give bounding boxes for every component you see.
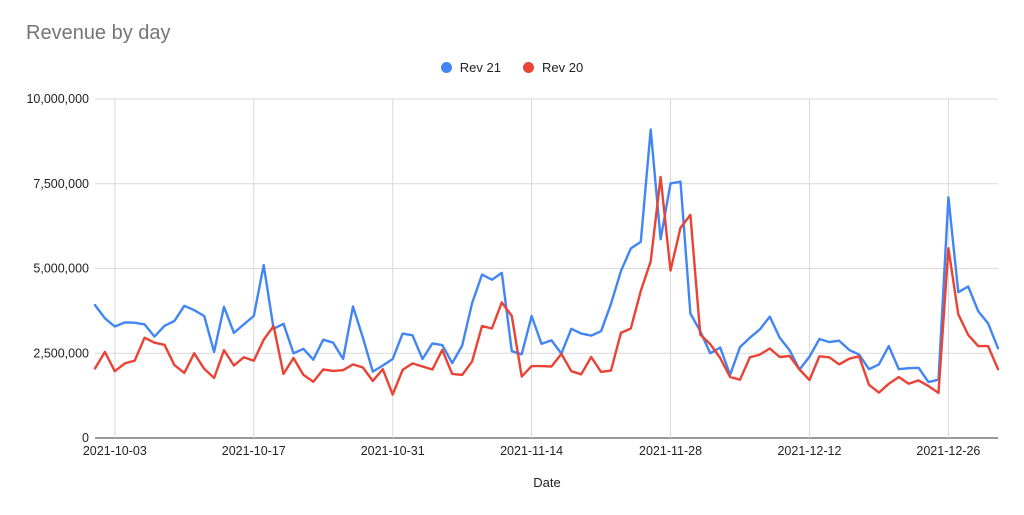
- series-line-rev-20: [93, 175, 1000, 396]
- legend-item-rev-20[interactable]: Rev 20: [523, 60, 583, 75]
- y-tick-label: 0: [82, 431, 89, 445]
- x-tick-label: 2021-10-17: [222, 444, 286, 458]
- legend-item-rev-21[interactable]: Rev 21: [440, 60, 501, 75]
- legend-swatch-rev-20: [523, 62, 534, 73]
- x-tick-label: 2021-10-03: [83, 444, 147, 458]
- x-axis-title: Date: [533, 475, 560, 490]
- legend-swatch-rev-21: [440, 62, 452, 73]
- x-axis-tick-labels: 2021-10-03 2021-10-17 2021-10-31 2021-11-14…: [83, 444, 981, 458]
- legend-label-rev-21: Rev 21: [459, 60, 501, 75]
- y-tick-label: 2,500,000: [33, 346, 89, 360]
- y-axis-tick-labels: 0 2,500,000 5,000,000 7,500,000 10,000,000: [26, 92, 89, 445]
- x-tick-label: 2021-12-12: [777, 444, 841, 458]
- horizontal-gridlines: [95, 98, 998, 439]
- x-tick-label: 2021-11-14: [500, 444, 563, 458]
- series-line-rev-21: [93, 128, 1000, 384]
- legend: Rev 21 Rev 20: [0, 60, 1024, 75]
- y-tick-label: 5,000,000: [33, 262, 89, 276]
- y-tick-label: 7,500,000: [33, 177, 89, 191]
- vertical-gridlines: [114, 99, 949, 438]
- x-tick-label: 2021-11-28: [639, 444, 702, 458]
- y-tick-label: 10,000,000: [26, 92, 89, 106]
- legend-label-rev-20: Rev 20: [542, 60, 584, 75]
- x-tick-label: 2021-12-26: [916, 444, 980, 458]
- x-tick-label: 2021-10-31: [361, 444, 425, 458]
- chart-title: Revenue by day: [26, 22, 171, 44]
- series-lines: [93, 128, 1000, 396]
